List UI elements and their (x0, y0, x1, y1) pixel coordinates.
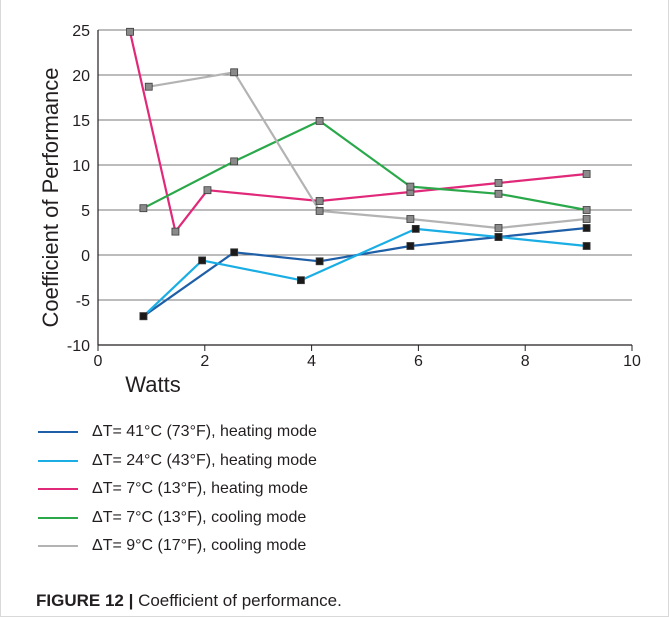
data-point-marker (494, 233, 503, 241)
legend-label: ΔT= 9°C (17°F), cooling mode (92, 537, 307, 555)
data-point-marker (139, 204, 148, 213)
data-point-marker (494, 179, 503, 187)
y-tick-label: 0 (81, 248, 90, 265)
legend-swatch (38, 459, 78, 462)
data-point-marker (126, 27, 134, 36)
data-point-marker (494, 224, 503, 232)
x-tick-label: 0 (94, 353, 103, 370)
data-point-marker (406, 215, 415, 223)
data-point-marker (139, 312, 148, 321)
data-point-marker (582, 215, 591, 223)
series-lines (128, 31, 587, 318)
series-line (148, 71, 587, 230)
y-tick-label: 5 (81, 203, 90, 220)
data-point-marker (406, 242, 415, 250)
data-point-marker (315, 206, 324, 215)
legend-item: ΔT= 9°C (17°F), cooling mode (38, 532, 458, 561)
figure-caption-text: Coefficient of performance. (133, 591, 342, 610)
data-point-marker (230, 68, 239, 77)
series-markers (126, 27, 591, 321)
legend-swatch (38, 516, 78, 519)
x-tick-label: 6 (414, 353, 423, 370)
data-point-marker (203, 186, 212, 195)
legend-swatch (38, 431, 78, 434)
data-point-marker (171, 227, 180, 236)
legend-label: ΔT= 24°C (43°F), heating mode (92, 451, 317, 469)
data-point-marker (144, 82, 153, 91)
data-point-marker (406, 182, 415, 191)
y-tick-label: 25 (72, 23, 90, 40)
data-point-marker (582, 206, 591, 214)
x-tick-label: 2 (200, 353, 209, 370)
gridlines (98, 29, 632, 301)
data-point-marker (582, 170, 591, 178)
data-point-marker (582, 242, 591, 250)
series-line (142, 119, 587, 212)
series-line (128, 31, 587, 233)
y-tick-label: -10 (67, 338, 90, 355)
data-point-marker (582, 224, 591, 232)
data-point-marker (198, 256, 207, 265)
data-point-marker (230, 157, 239, 166)
series-line (142, 227, 587, 317)
legend-item: ΔT= 24°C (43°F), heating mode (38, 447, 458, 476)
figure-caption: FIGURE 12 | Coefficient of performance. (36, 591, 342, 611)
data-point-marker (297, 276, 305, 285)
x-tick-label: 10 (623, 353, 641, 370)
x-tick-label: 4 (307, 353, 316, 370)
x-axis-title: Watts (125, 372, 180, 397)
y-axis-title: Coefficient of Performance (38, 67, 63, 327)
legend-label: ΔT= 7°C (13°F), cooling mode (92, 508, 307, 526)
y-tick-label: 20 (72, 68, 90, 85)
data-point-marker (494, 189, 503, 198)
axes (97, 30, 633, 351)
y-tick-label: -5 (76, 293, 90, 310)
legend-item: ΔT= 41°C (73°F), heating mode (38, 418, 458, 447)
legend-item: ΔT= 7°C (13°F), cooling mode (38, 504, 458, 533)
legend-label: ΔT= 41°C (73°F), heating mode (92, 423, 317, 441)
data-point-marker (315, 197, 324, 205)
y-tick-label: 10 (72, 158, 90, 175)
legend: ΔT= 41°C (73°F), heating mode ΔT= 24°C (… (38, 418, 458, 561)
tick-labels: -10 -5 0 5 10 15 20 25 0 2 4 6 8 10 (67, 23, 641, 370)
line-chart: -10 -5 0 5 10 15 20 25 0 2 4 6 8 10 Coefficient of Pe… (38, 23, 641, 397)
data-point-marker (315, 257, 324, 266)
legend-swatch (38, 545, 78, 548)
x-tick-label: 8 (521, 353, 530, 370)
series-line (142, 226, 587, 318)
y-tick-label: 15 (72, 113, 90, 130)
legend-item: ΔT= 7°C (13°F), heating mode (38, 475, 458, 504)
legend-swatch (38, 488, 78, 491)
data-point-marker (411, 224, 420, 233)
figure-caption-tag: FIGURE 12 | (36, 591, 134, 610)
data-point-marker (230, 248, 239, 257)
data-point-marker (315, 117, 324, 125)
legend-label: ΔT= 7°C (13°F), heating mode (92, 480, 309, 498)
